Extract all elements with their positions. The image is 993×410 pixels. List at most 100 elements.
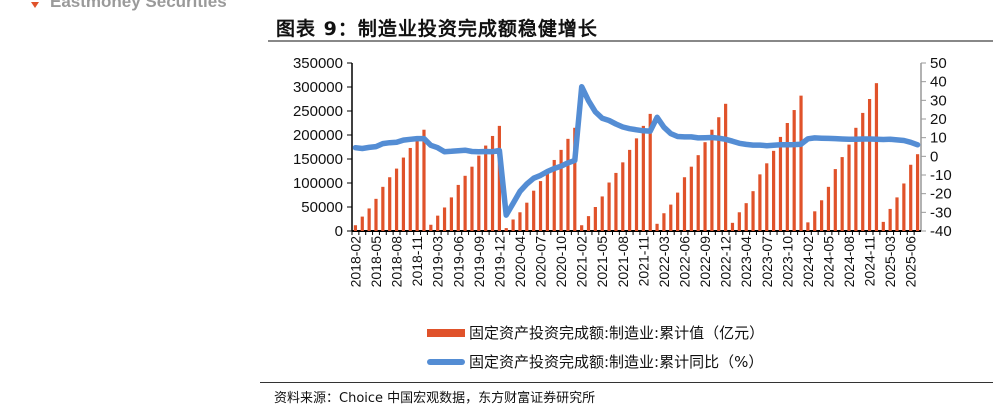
bar [628,149,632,231]
bar [689,166,693,231]
x-tick-label: 2023-07 [759,236,775,288]
source-note: 资料来源：Choice 中国宏观数据，东方财富证券研究所 [274,391,596,406]
bar [388,177,392,231]
bar [614,172,618,231]
bar [751,191,755,231]
bar [682,177,687,231]
bar [765,163,769,231]
left-tick-label: 100000 [293,175,343,192]
bar [888,208,892,231]
bar [710,129,714,231]
x-tick-label: 2024-08 [841,236,857,288]
bar [586,216,591,231]
bar [758,174,762,231]
source-divider [260,382,993,383]
bar [676,192,680,231]
bar [456,184,460,231]
bar [401,157,406,231]
x-tick-label: 2019-06 [450,236,466,288]
bar [532,190,536,231]
bar [353,225,358,231]
legend-label-line: 固定资产投资完成额:制造业:累计同比（%） [469,353,764,371]
bar [902,183,906,231]
bar [442,207,447,231]
bar [806,222,810,231]
right-tick-label: 40 [930,74,947,91]
bar [737,212,741,231]
title-divider [268,40,993,42]
right-tick-label: 50 [930,55,947,72]
bar [429,224,433,231]
bar [504,228,508,231]
bar [717,117,721,231]
bar [696,155,700,231]
bar [909,164,913,231]
bar [881,221,885,231]
legend-item-line: 固定资产投资完成额:制造业:累计同比（%） [427,351,763,372]
x-tick-label: 2018-08 [389,236,405,288]
right-tick-label: 20 [930,111,947,128]
x-tick-label: 2019-12 [491,236,507,288]
x-tick-label: 2022-06 [676,236,692,288]
x-tick-label: 2018-11 [409,236,425,287]
right-tick-label: 10 [930,130,947,147]
left-tick-label: 50000 [301,199,343,216]
bar [360,216,364,231]
bar [374,198,378,231]
bar [730,222,735,231]
bar [422,129,426,231]
right-tick-label: 0 [930,148,938,165]
left-tick-label: 300000 [293,79,343,96]
x-tick-label: 2021-05 [594,236,610,288]
legend-label-bar: 固定资产投资完成额:制造业:累计值（亿元） [469,324,765,342]
bar [854,127,858,231]
left-tick-label: 250000 [293,103,343,120]
bar [559,149,563,231]
right-tick-label: -40 [930,223,952,240]
bar [600,196,604,231]
x-tick-label: 2024-05 [820,236,836,288]
bar [518,212,522,231]
left-tick-label: 200000 [293,127,343,144]
bar [724,103,728,231]
x-tick-label: 2021-11 [635,236,651,287]
bar [367,208,371,231]
bar [463,175,467,231]
bar [861,112,865,231]
x-tick-label: 2022-09 [697,236,713,288]
bar [895,197,899,231]
bar [799,95,803,231]
bar [552,159,556,231]
bar [415,139,419,231]
bar [840,157,844,231]
bar [477,155,481,231]
bar [915,154,920,231]
x-tick-label: 2020-10 [553,236,569,288]
bar [826,186,831,231]
bar [641,125,645,231]
x-tick-label: 2019-03 [430,236,446,288]
bar [580,225,584,231]
bar [813,211,817,231]
x-tick-label: 2022-12 [718,236,734,288]
bar [778,136,783,231]
x-tick-label: 2025-06 [903,236,919,288]
brand-name: Eastmoney Securities [50,0,227,11]
bar [819,200,824,231]
bar [847,144,851,231]
x-tick-label: 2018-05 [368,236,384,288]
legend-item-bar: 固定资产投资完成额:制造业:累计值（亿元） [427,322,764,343]
bar [470,166,474,231]
bar [785,123,789,231]
x-tick-label: 2019-09 [471,236,487,288]
bar [833,169,837,231]
bar [484,145,488,231]
right-tick-label: -10 [930,167,952,184]
bar [593,207,597,231]
bar [792,110,796,231]
x-tick-label: 2024-11 [862,236,878,287]
left-tick-label: 150000 [293,151,343,168]
bar [648,113,652,231]
x-tick-label: 2021-02 [574,236,590,288]
bar [436,215,440,231]
